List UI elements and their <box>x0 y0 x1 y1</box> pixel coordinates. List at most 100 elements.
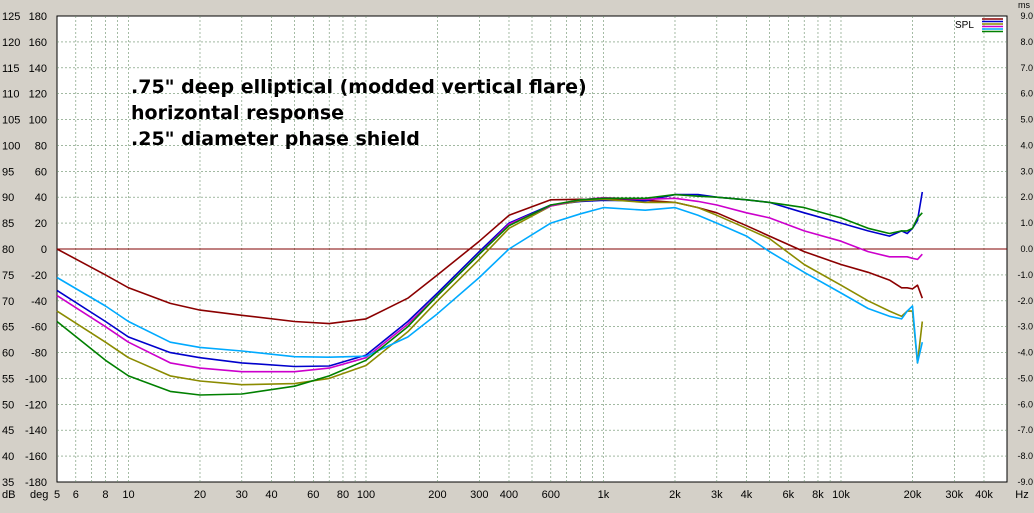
x-tick-label: 60 <box>307 489 319 501</box>
y-tick-label-deg: 0 <box>41 244 47 256</box>
y-tick-label-ms: 6.0 <box>1020 89 1033 99</box>
y-tick-label-ms: 0.0 <box>1020 244 1033 254</box>
x-tick-label: 200 <box>428 489 446 501</box>
y-tick-label-db: 110 <box>2 89 20 101</box>
x-tick-label: 40 <box>265 489 277 501</box>
series-line <box>56 191 924 368</box>
x-tick-label: 40k <box>975 489 993 501</box>
y-tick-label-db: 95 <box>2 166 14 178</box>
chart-annotation: horizontal response <box>131 102 344 124</box>
x-tick-label: 8 <box>102 489 108 501</box>
x-tick-label: 1k <box>598 489 610 501</box>
y-tick-label-deg: -180 <box>25 477 47 489</box>
y-tick-label-db: 75 <box>2 270 14 282</box>
y-tick-label-ms: -3.0 <box>1017 322 1033 332</box>
y-tick-label-db: 105 <box>2 115 20 127</box>
x-tick-label: 6k <box>782 489 794 501</box>
y-tick-label-deg: 180 <box>29 11 47 23</box>
x-tick-label: 6 <box>73 489 79 501</box>
y-tick-label-db: 60 <box>2 348 14 360</box>
y-tick-label-db: 100 <box>2 140 20 152</box>
y-tick-label-ms: -9.0 <box>1017 477 1033 487</box>
x-tick-label: 20 <box>194 489 206 501</box>
series-line <box>56 206 924 364</box>
series <box>56 191 924 396</box>
y-tick-label-db: 40 <box>2 451 14 463</box>
y-tick-label-deg: 60 <box>35 166 47 178</box>
y-tick-label-ms: -6.0 <box>1017 399 1033 409</box>
y-tick-label-db: 90 <box>2 192 14 204</box>
x-tick-label: 600 <box>542 489 560 501</box>
x-tick-label: 4k <box>741 489 753 501</box>
y-tick-label-deg: -20 <box>31 270 47 282</box>
y-tick-label-deg: 160 <box>29 37 47 49</box>
y-tick-label-deg: 80 <box>35 140 47 152</box>
y-tick-label-ms: -5.0 <box>1017 373 1033 383</box>
y-tick-label-db: 35 <box>2 477 14 489</box>
x-tick-label: 400 <box>500 489 518 501</box>
x-tick-label: 3k <box>711 489 723 501</box>
x-tick-label: 100 <box>357 489 375 501</box>
y-tick-label-ms: 1.0 <box>1020 218 1033 228</box>
x-tick-label: 20k <box>904 489 922 501</box>
series-line <box>56 198 924 386</box>
y-tick-label-db: 50 <box>2 399 14 411</box>
y-tick-label-deg: 100 <box>29 115 47 127</box>
y-tick-label-ms: 3.0 <box>1020 166 1033 176</box>
hz-unit-label: Hz <box>1015 489 1028 501</box>
ms-unit-label: ms <box>1018 0 1030 10</box>
y-tick-label-db: 115 <box>2 63 20 75</box>
y-tick-label-deg: 120 <box>29 89 47 101</box>
y-tick-label-ms: -7.0 <box>1017 425 1033 435</box>
y-tick-label-db: 125 <box>2 11 20 23</box>
y-tick-label-deg: -160 <box>25 451 47 463</box>
y-tick-label-ms: -1.0 <box>1017 270 1033 280</box>
x-tick-label: 30 <box>236 489 248 501</box>
y-tick-label-ms: -2.0 <box>1017 296 1033 306</box>
x-tick-label: 10 <box>122 489 134 501</box>
y-tick-label-ms: 4.0 <box>1020 140 1033 150</box>
y-tick-label-ms: 9.0 <box>1020 11 1033 21</box>
y-tick-label-db: 55 <box>2 373 14 385</box>
x-tick-label: 10k <box>832 489 850 501</box>
y-tick-label-db: 120 <box>2 37 20 49</box>
deg-unit-label: deg <box>30 489 48 501</box>
y-tick-label-ms: 5.0 <box>1020 115 1033 125</box>
y-tick-label-ms: 8.0 <box>1020 37 1033 47</box>
x-tick-label: 80 <box>337 489 349 501</box>
x-tick-label: 2k <box>669 489 681 501</box>
y-tick-label-ms: -8.0 <box>1017 451 1033 461</box>
x-tick-label: 5 <box>54 489 60 501</box>
series-line <box>56 193 923 396</box>
y-tick-label-deg: -60 <box>31 322 47 334</box>
legend-label: SPL <box>955 20 974 31</box>
y-tick-label-db: 70 <box>2 296 14 308</box>
x-tick-label: 8k <box>812 489 824 501</box>
y-tick-label-deg: -40 <box>31 296 47 308</box>
legend: SPL <box>955 18 1003 33</box>
chart-annotation: .25" diameter phase shield <box>131 128 420 150</box>
y-tick-label-db: 45 <box>2 425 14 437</box>
x-tick-label: 30k <box>945 489 963 501</box>
y-tick-label-deg: 40 <box>35 192 47 204</box>
y-tick-label-deg: -80 <box>31 348 47 360</box>
db-unit-label: dB <box>2 489 15 501</box>
chart-annotation: .75" deep elliptical (modded vertical fl… <box>131 76 587 98</box>
y-tick-label-db: 85 <box>2 218 14 230</box>
y-tick-label-ms: 7.0 <box>1020 63 1033 73</box>
y-tick-label-deg: -140 <box>25 425 47 437</box>
y-tick-label-deg: -120 <box>25 399 47 411</box>
y-tick-label-ms: -4.0 <box>1017 348 1033 358</box>
y-tick-label-db: 80 <box>2 244 14 256</box>
y-tick-label-db: 65 <box>2 322 14 334</box>
annotations: .75" deep elliptical (modded vertical fl… <box>131 76 587 150</box>
grid <box>57 16 1007 482</box>
y-tick-label-ms: 2.0 <box>1020 192 1033 202</box>
y-tick-label-deg: -100 <box>25 373 47 385</box>
x-tick-label: 300 <box>470 489 488 501</box>
y-tick-label-deg: 20 <box>35 218 47 230</box>
y-tick-label-deg: 140 <box>29 63 47 75</box>
